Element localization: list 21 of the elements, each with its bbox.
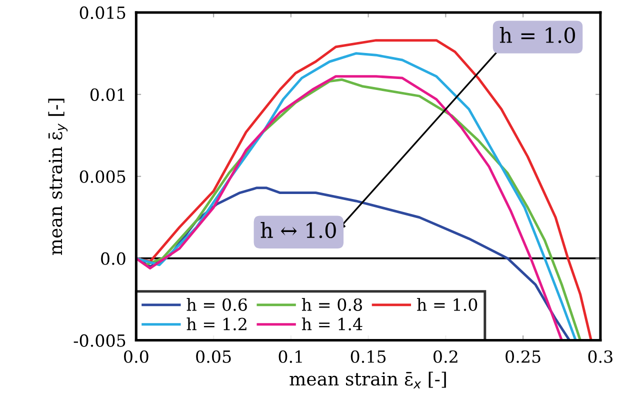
y-tick-label: 0.015 bbox=[80, 6, 126, 20]
legend-label: h = 0.6 bbox=[186, 298, 247, 311]
annotation: h ↔ 1.0 bbox=[260, 222, 336, 238]
y-tick-label: 0.005 bbox=[80, 170, 126, 183]
legend-label: h = 1.4 bbox=[302, 318, 362, 330]
y-axis-title: mean strain ε̄$_{y}$ [-] bbox=[48, 98, 68, 255]
x-tick-label: 0.1 bbox=[278, 350, 302, 363]
x-tick-label: 0.2 bbox=[434, 350, 458, 363]
y-tick-label: 0.0 bbox=[101, 252, 126, 265]
legend-label: h = 1.2 bbox=[186, 318, 246, 330]
y-tick-label: 0.01 bbox=[90, 88, 124, 101]
y-tick-label: -0.005 bbox=[74, 334, 126, 347]
x-tick-label: 0.3 bbox=[588, 350, 612, 363]
legend-label: h = 1.0 bbox=[417, 298, 478, 311]
annotation: h = 1.0 bbox=[500, 26, 575, 44]
legend-label: h = 0.8 bbox=[302, 298, 362, 311]
x-tick-label: 0.05 bbox=[196, 350, 231, 363]
x-axis-title: mean strain ε̄$_{x}$ [-] bbox=[290, 372, 446, 388]
x-tick-label: 0.25 bbox=[506, 350, 540, 363]
x-tick-label: 0.0 bbox=[124, 350, 148, 363]
x-tick-label: 0.15 bbox=[350, 350, 386, 363]
